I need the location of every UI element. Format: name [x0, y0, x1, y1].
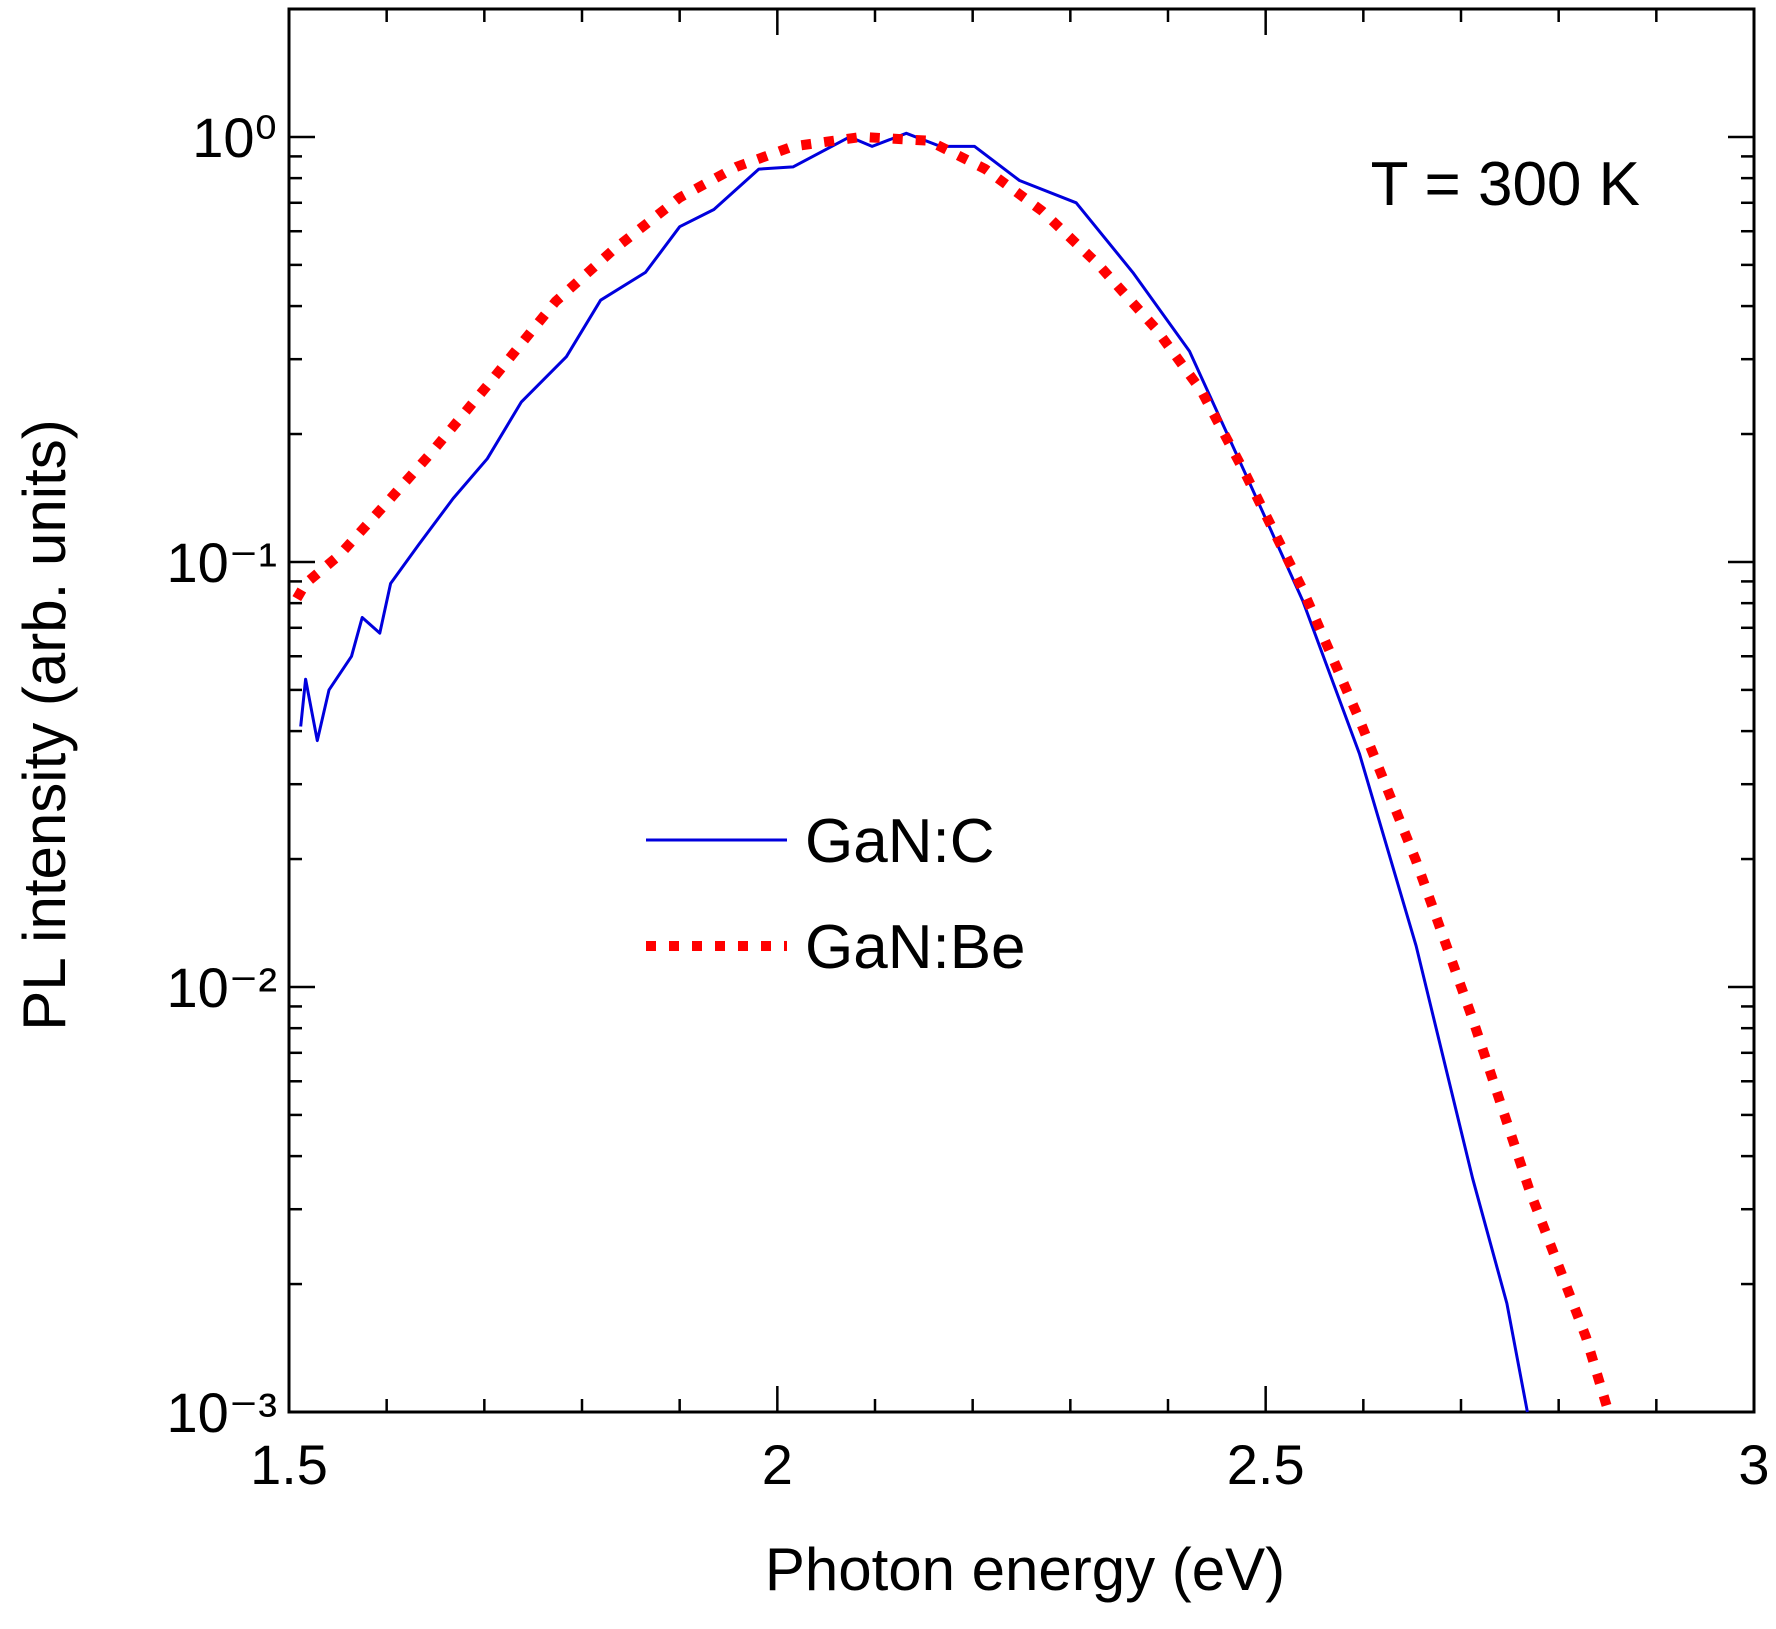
y-axis-label: PL intensity (arb. units) — [11, 419, 78, 1030]
x-tick-label: 2.5 — [1227, 1433, 1305, 1496]
legend-label: GaN:Be — [805, 913, 1026, 982]
y-tick-label: 10⁻¹ — [167, 531, 278, 594]
x-tick-label: 3 — [1738, 1433, 1769, 1496]
y-tick-label: 10⁰ — [192, 106, 277, 169]
legend-label: GaN:C — [805, 807, 994, 876]
data-line — [292, 131, 1614, 1414]
y-tick-label: 10⁻³ — [167, 1381, 278, 1444]
x-tick-label: 1.5 — [250, 1433, 328, 1496]
x-tick-label: 2 — [762, 1433, 793, 1496]
x-axis-label: Photon energy (eV) — [765, 1536, 1285, 1603]
y-tick-label: 10⁻² — [167, 956, 278, 1019]
data-line — [299, 131, 1529, 1413]
annotation: T = 300 K — [1371, 150, 1640, 219]
plot-frame — [287, 7, 1756, 1414]
